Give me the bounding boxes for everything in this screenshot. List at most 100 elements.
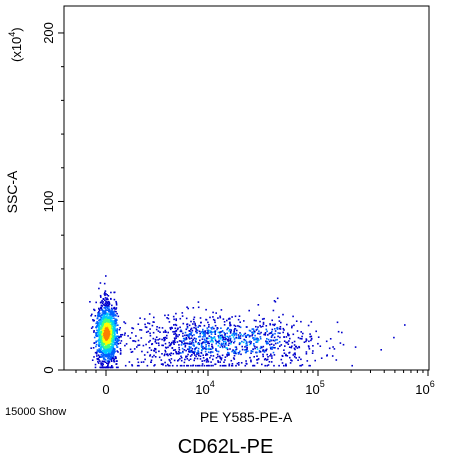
event-dot bbox=[131, 350, 134, 353]
event-dot bbox=[100, 322, 102, 324]
event-dot bbox=[203, 347, 206, 349]
event-dot bbox=[170, 352, 172, 354]
event-dot bbox=[193, 321, 195, 323]
event-dot bbox=[185, 342, 188, 345]
event-count-label: 15000 Show bbox=[5, 406, 67, 418]
event-dot bbox=[307, 324, 310, 327]
event-dot bbox=[208, 324, 210, 326]
event-dot bbox=[178, 352, 181, 354]
event-dot bbox=[282, 331, 284, 334]
event-dot bbox=[113, 350, 116, 352]
event-dot bbox=[333, 348, 336, 350]
x-tick-label: 106 bbox=[415, 379, 434, 397]
event-dot bbox=[295, 345, 298, 348]
event-dot bbox=[103, 307, 105, 309]
event-dot bbox=[223, 346, 226, 348]
event-dot bbox=[98, 359, 100, 361]
event-dot bbox=[174, 349, 177, 351]
event-dot bbox=[100, 351, 103, 353]
event-dot bbox=[232, 349, 234, 351]
event-dot bbox=[254, 334, 256, 337]
y-axis: 0 100 200 bbox=[41, 22, 64, 374]
event-dot bbox=[195, 327, 197, 329]
event-dot bbox=[107, 364, 109, 367]
event-dot bbox=[119, 342, 122, 344]
event-dot bbox=[103, 346, 105, 349]
event-dot bbox=[107, 353, 110, 355]
event-dot bbox=[265, 340, 267, 342]
x-tick-label: 104 bbox=[195, 379, 214, 397]
event-dot bbox=[188, 324, 191, 327]
event-dot bbox=[182, 350, 184, 353]
event-dot bbox=[187, 353, 189, 356]
event-dot bbox=[110, 341, 113, 343]
event-dot bbox=[212, 336, 215, 339]
event-dot bbox=[225, 344, 227, 346]
event-dot bbox=[115, 366, 118, 369]
event-dot bbox=[109, 321, 111, 323]
event-dot bbox=[219, 334, 222, 337]
event-dot bbox=[109, 349, 111, 352]
event-dot bbox=[106, 294, 108, 296]
event-dot bbox=[176, 328, 179, 331]
event-dot bbox=[181, 315, 184, 317]
event-dot bbox=[99, 343, 101, 346]
event-dot bbox=[114, 330, 117, 333]
event-dot bbox=[199, 355, 202, 357]
event-dot bbox=[89, 301, 91, 303]
event-dot bbox=[110, 347, 113, 349]
event-dot bbox=[380, 349, 382, 351]
event-dot bbox=[259, 320, 261, 323]
event-dot bbox=[104, 307, 107, 310]
event-dot bbox=[107, 298, 109, 301]
event-dot bbox=[104, 334, 107, 336]
event-dot bbox=[233, 358, 236, 360]
event-dot bbox=[249, 356, 251, 359]
event-dot bbox=[99, 332, 101, 335]
event-dot bbox=[107, 355, 109, 358]
event-dot bbox=[227, 351, 229, 354]
event-dot bbox=[227, 327, 229, 329]
event-dot bbox=[112, 332, 114, 334]
event-dot bbox=[96, 349, 99, 351]
event-dot bbox=[221, 364, 224, 367]
event-dot bbox=[100, 364, 102, 366]
event-dot bbox=[248, 309, 250, 312]
event-dot bbox=[102, 327, 104, 330]
event-dot bbox=[217, 335, 220, 337]
event-dot bbox=[199, 335, 201, 337]
event-dot bbox=[193, 352, 195, 355]
event-dot bbox=[233, 349, 235, 352]
event-dot bbox=[150, 349, 153, 351]
event-dot bbox=[246, 348, 248, 350]
event-dot bbox=[240, 353, 242, 356]
event-dot bbox=[245, 344, 248, 347]
event-dot bbox=[178, 349, 181, 351]
event-dot bbox=[219, 364, 222, 367]
event-dot bbox=[107, 338, 109, 340]
event-dot bbox=[305, 340, 307, 343]
event-dot bbox=[274, 330, 277, 332]
event-dot bbox=[103, 366, 105, 369]
event-dot bbox=[101, 364, 104, 367]
event-dot bbox=[160, 363, 163, 365]
event-dot bbox=[257, 304, 260, 306]
event-dot bbox=[93, 319, 95, 322]
event-dot bbox=[290, 346, 293, 349]
event-dot bbox=[104, 297, 107, 299]
event-dot bbox=[276, 328, 279, 330]
event-dot bbox=[212, 347, 214, 349]
event-dot bbox=[228, 363, 231, 366]
event-dot bbox=[161, 338, 163, 341]
event-dot bbox=[210, 351, 212, 353]
event-dot bbox=[194, 325, 197, 327]
event-dot bbox=[253, 344, 255, 347]
event-dot bbox=[212, 355, 215, 357]
event-dot bbox=[107, 334, 109, 336]
event-dot bbox=[293, 340, 296, 343]
event-dot bbox=[97, 314, 100, 316]
event-dot bbox=[221, 330, 224, 332]
event-dot bbox=[278, 341, 281, 343]
event-dot bbox=[270, 353, 272, 356]
event-dot bbox=[105, 321, 108, 324]
